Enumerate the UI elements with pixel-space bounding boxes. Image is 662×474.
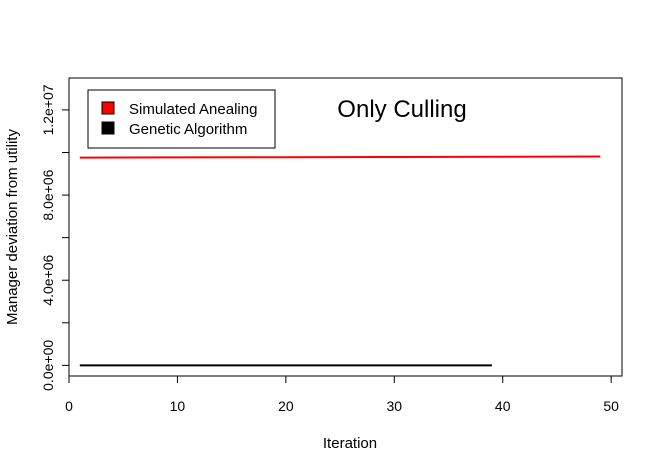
x-tick-label: 50: [603, 398, 619, 414]
x-tick-label: 20: [278, 398, 294, 414]
x-tick-label: 30: [387, 398, 403, 414]
series-line-simulated-anealing: [79, 155, 601, 159]
y-tick-label: 1.2e+07: [40, 84, 56, 135]
legend-box: [87, 89, 276, 149]
y-axis-label: Manager deviation from utility: [4, 129, 21, 325]
x-axis-label: Iteration: [323, 435, 377, 452]
legend-swatch-simulated-anealing: [101, 101, 115, 115]
legend: Simulated Anealing Genetic Algorithm: [87, 89, 276, 149]
x-tick-label: 0: [65, 398, 73, 414]
y-tick-label: 8.0e+06: [40, 169, 56, 220]
plot-frame: [68, 77, 623, 377]
legend-label-genetic-algorithm: Genetic Algorithm: [129, 121, 247, 138]
y-tick-label: 0.0e+00: [40, 340, 56, 391]
legend-swatch-genetic-algorithm: [101, 121, 115, 135]
legend-label-simulated-anealing: Simulated Anealing: [129, 101, 257, 118]
x-tick-label: 40: [495, 398, 511, 414]
chart-annotation: Only Culling: [337, 96, 466, 123]
x-tick-label: 10: [170, 398, 186, 414]
y-tick-label: 4.0e+06: [40, 255, 56, 306]
